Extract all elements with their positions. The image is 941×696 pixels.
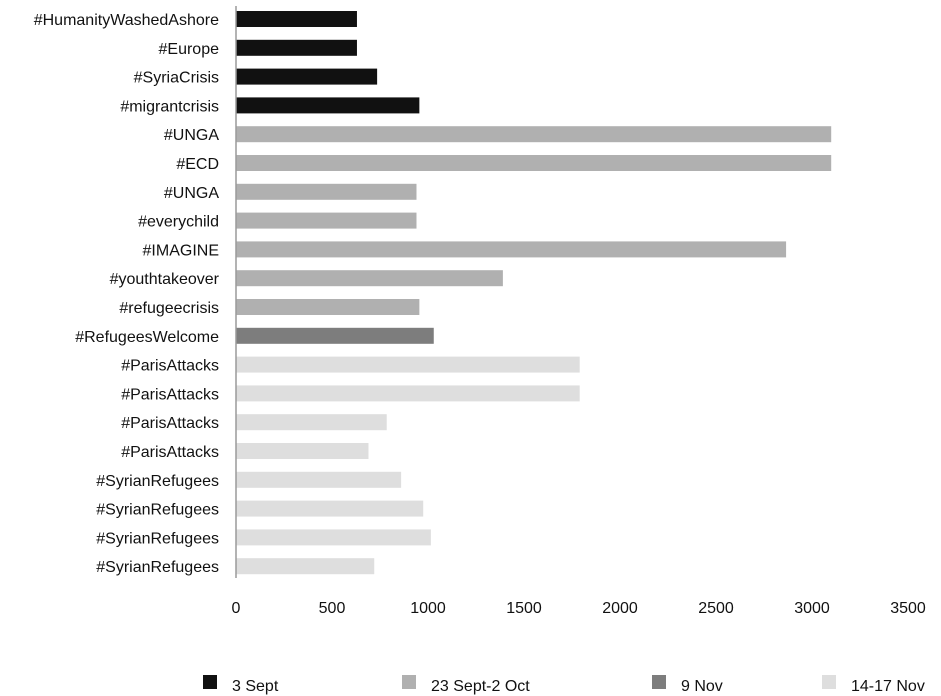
- x-tick-label: 2500: [698, 600, 734, 617]
- x-axis-ticks: 0 500 1000 1500 2000 2500 3000 3500: [232, 600, 926, 617]
- legend-label: 14-17 Nov: [851, 678, 925, 695]
- legend-swatch: [203, 675, 217, 689]
- legend-label: 23 Sept-2 Oct: [431, 678, 530, 695]
- bar: [236, 39, 357, 56]
- category-label: #ParisAttacks: [121, 386, 219, 403]
- bar: [236, 443, 369, 459]
- legend-swatch: [822, 675, 836, 689]
- x-tick-label: 500: [319, 600, 346, 617]
- category-label: #RefugeesWelcome: [75, 329, 219, 346]
- bar: [236, 356, 580, 373]
- bar: [236, 183, 417, 200]
- bar: [236, 126, 832, 143]
- legend-label: 3 Sept: [232, 678, 279, 695]
- bar: [236, 414, 387, 431]
- bar: [236, 500, 424, 517]
- category-label: #UNGA: [164, 185, 219, 202]
- bar: [236, 471, 402, 488]
- category-label: #IMAGINE: [143, 242, 219, 259]
- bar: [236, 299, 420, 315]
- category-label: #ECD: [176, 156, 219, 173]
- category-label: #SyrianRefugees: [96, 559, 219, 576]
- legend-label: 9 Nov: [681, 678, 723, 695]
- x-tick-label: 3000: [794, 600, 830, 617]
- bar: [236, 385, 580, 402]
- bar: [236, 558, 375, 575]
- category-label: #SyriaCrisis: [134, 70, 219, 87]
- category-label: #migrantcrisis: [120, 98, 219, 115]
- legend: 3 Sept 23 Sept-2 Oct 9 Nov 14-17 Nov: [203, 675, 925, 695]
- category-label: #UNGA: [164, 127, 219, 144]
- category-label: #HumanityWashedAshore: [34, 12, 219, 29]
- bar: [236, 68, 378, 85]
- category-label: #ParisAttacks: [121, 415, 219, 432]
- category-labels: #HumanityWashedAshore #Europe #SyriaCrisis…: [34, 12, 220, 576]
- category-label: #SyrianRefugees: [96, 502, 219, 519]
- x-tick-label: 1500: [506, 600, 542, 617]
- legend-swatch: [652, 675, 666, 689]
- bar: [236, 212, 417, 229]
- category-label: #ParisAttacks: [121, 444, 219, 461]
- bar: [236, 97, 420, 114]
- category-label: #Europe: [159, 41, 220, 58]
- category-label: #SyrianRefugees: [96, 473, 219, 490]
- x-tick-label: 0: [232, 600, 241, 617]
- x-tick-label: 2000: [602, 600, 638, 617]
- category-label: #ParisAttacks: [121, 358, 219, 375]
- bar: [236, 270, 503, 287]
- bar: [236, 241, 787, 258]
- bar: [236, 327, 434, 344]
- x-tick-label: 3500: [890, 600, 926, 617]
- legend-swatch: [402, 675, 416, 689]
- x-tick-label: 1000: [410, 600, 446, 617]
- bar: [236, 11, 357, 27]
- category-label: #everychild: [138, 214, 219, 231]
- category-label: #SyrianRefugees: [96, 530, 219, 547]
- bars-layer: [236, 11, 832, 575]
- bar: [236, 155, 832, 171]
- bar: [236, 529, 431, 546]
- category-label: #youthtakeover: [110, 271, 220, 288]
- category-label: #refugeecrisis: [119, 300, 219, 317]
